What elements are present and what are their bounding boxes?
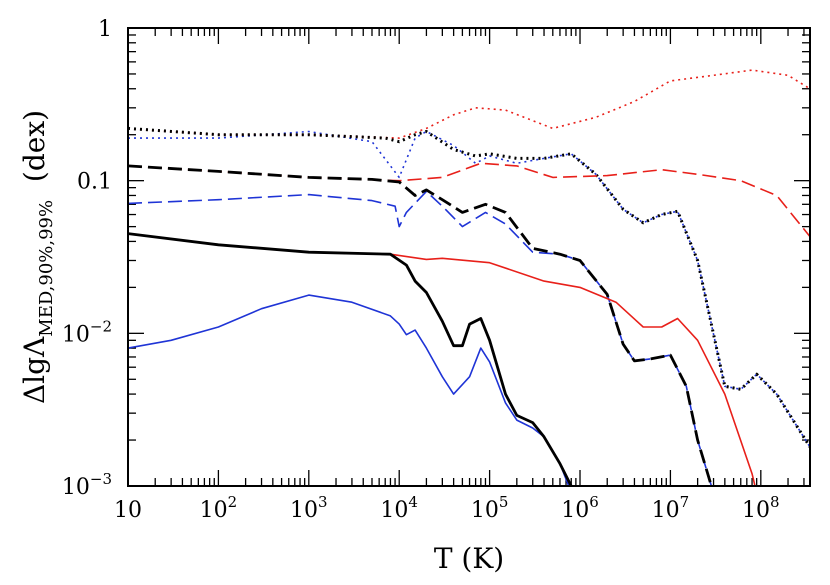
series-black-solid — [128, 232, 573, 486]
y-axis-title-subscript: MED,90%,99% — [36, 200, 57, 337]
series-blue-dotted — [128, 130, 810, 448]
series-black-dashed — [128, 164, 713, 486]
y-axis-title: ΔlgΛMED,90%,99% (dex) — [18, 110, 57, 404]
series-blue-solid — [128, 294, 570, 486]
x-tick-label: 106 — [561, 493, 599, 523]
x-tick-label: 102 — [200, 493, 238, 523]
tick-labels: 10 102 103 104 105 106 107 108 1 0.1 10−2 10−3 — [62, 17, 780, 523]
y-tick-label: 10−2 — [62, 317, 112, 347]
x-tick-label: 104 — [380, 493, 418, 523]
y-tick-label: 1 — [98, 17, 112, 42]
series-red-solid — [128, 232, 756, 486]
x-tick-label: 105 — [471, 493, 509, 523]
x-tick-label: 107 — [652, 493, 690, 523]
y-axis-title-prefix: ΔlgΛ — [18, 336, 51, 404]
x-axis-title: T (K) — [434, 542, 504, 575]
series-blue-dashed — [128, 190, 713, 486]
axis-ticks — [127, 28, 810, 487]
plot-frame — [127, 27, 811, 487]
series-red-dashed — [128, 162, 810, 238]
x-tick-label: 103 — [290, 493, 328, 523]
y-tick-label: 0.1 — [77, 170, 112, 195]
y-axis-title-suffix: (dex) — [18, 110, 51, 200]
series-lines — [128, 69, 810, 486]
series-red-dotted — [128, 69, 810, 139]
series-black-dotted — [128, 126, 810, 448]
x-tick-label: 10 — [114, 498, 142, 523]
x-tick-label: 108 — [742, 493, 780, 523]
y-tick-label: 10−3 — [62, 470, 112, 500]
